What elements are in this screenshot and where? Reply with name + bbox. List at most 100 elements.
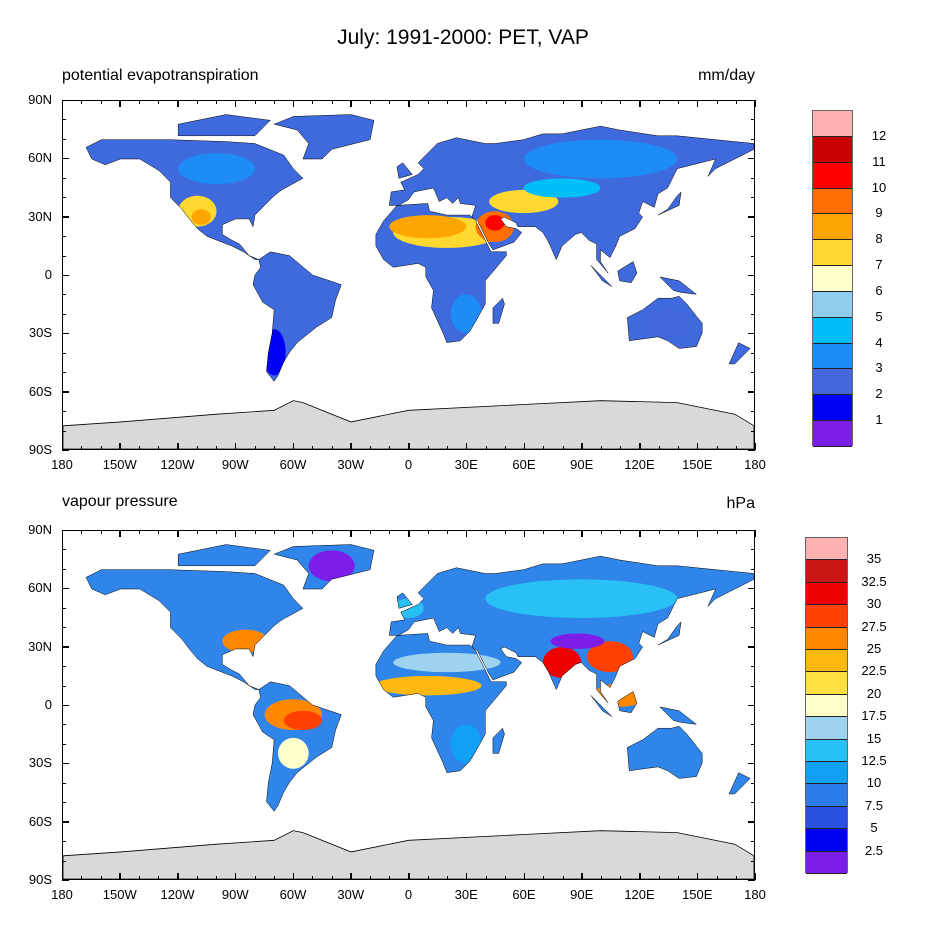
colorbar-label: 7.5 — [864, 797, 884, 813]
minor-tick — [466, 876, 468, 880]
minor-tick — [235, 530, 237, 534]
minor-tick — [751, 763, 755, 765]
colorbar-box — [813, 266, 852, 292]
lon-label: 0 — [404, 887, 413, 902]
field-contour — [308, 550, 355, 582]
greenland-coastline — [274, 545, 374, 589]
minor-tick — [562, 876, 564, 880]
colorbar-box — [806, 538, 847, 561]
colorbar-box — [806, 851, 847, 874]
colorbar-box — [806, 650, 847, 673]
colorbar-label: 12.5 — [861, 753, 887, 768]
minor-tick — [139, 530, 140, 534]
minor-tick — [62, 530, 63, 534]
minor-tick — [62, 627, 66, 629]
colorbar-box — [806, 672, 847, 695]
minor-tick — [62, 450, 66, 451]
panel2-units: hPa — [726, 495, 755, 512]
greenland-coastline — [274, 115, 374, 159]
minor-tick — [427, 530, 429, 534]
minor-tick — [601, 530, 602, 534]
colorbar-box — [806, 806, 847, 830]
new-zealand-coastline — [729, 773, 750, 794]
madagascar-coastline — [493, 728, 505, 753]
minor-tick — [751, 100, 755, 101]
minor-tick — [735, 100, 737, 104]
minor-tick — [158, 530, 160, 534]
colorbar-label: 10 — [866, 775, 882, 791]
minor-tick — [639, 100, 641, 104]
minor-tick — [755, 876, 756, 880]
sumatra-coastline — [591, 265, 612, 286]
minor-tick — [177, 446, 179, 450]
minor-tick — [755, 446, 756, 450]
borneo-coastline — [618, 261, 637, 282]
minor-tick — [504, 876, 506, 880]
minor-tick — [562, 100, 564, 104]
minor-tick — [620, 100, 622, 104]
pet-colorbar — [812, 110, 853, 447]
minor-tick — [504, 446, 506, 450]
minor-tick — [751, 841, 755, 843]
minor-tick — [293, 530, 294, 534]
panel1-units: mm/day — [698, 67, 755, 84]
minor-tick — [658, 530, 660, 534]
japan-coastline — [658, 622, 681, 645]
minor-tick — [751, 724, 755, 726]
vap-colorbar — [805, 537, 848, 874]
colorbar-box — [813, 291, 852, 318]
minor-tick — [119, 876, 121, 880]
minor-tick — [751, 588, 755, 590]
madagascar-fill — [492, 728, 505, 754]
lon-label: 120E — [624, 457, 655, 472]
minor-tick — [177, 100, 179, 104]
minor-tick — [235, 100, 237, 104]
minor-tick — [62, 705, 66, 706]
new-guinea-fill — [659, 276, 697, 295]
field-contour — [283, 710, 323, 731]
lat-label: 60N — [28, 580, 52, 596]
madagascar-fill — [492, 298, 505, 324]
borneo-coastline — [618, 691, 637, 712]
minor-tick — [62, 313, 66, 315]
minor-tick — [716, 446, 718, 450]
minor-tick — [62, 411, 66, 413]
minor-tick — [293, 100, 294, 104]
lat-label: 30N — [28, 208, 52, 224]
minor-tick — [504, 100, 506, 104]
arctic-islands-coastline — [178, 545, 270, 566]
minor-tick — [273, 446, 275, 450]
minor-tick — [678, 530, 679, 534]
minor-tick — [408, 100, 410, 104]
minor-tick — [485, 100, 487, 104]
minor-tick — [716, 530, 718, 534]
map-canvas — [63, 531, 754, 879]
minor-tick — [62, 119, 66, 121]
lon-label: 60W — [279, 457, 307, 472]
minor-tick — [485, 530, 487, 534]
minor-tick — [485, 446, 487, 450]
colorbar-box — [813, 395, 852, 422]
lon-label: 0 — [404, 457, 413, 472]
minor-tick — [524, 876, 525, 880]
colorbar-label: 32.5 — [861, 573, 887, 589]
colorbar-box — [813, 214, 852, 241]
minor-tick — [235, 876, 237, 880]
minor-tick — [158, 100, 160, 104]
minor-tick — [697, 100, 699, 104]
new-zealand-fill — [729, 342, 751, 364]
minor-tick — [408, 446, 410, 450]
map-canvas — [63, 101, 754, 449]
minor-tick — [751, 627, 755, 629]
minor-tick — [331, 446, 333, 450]
minor-tick — [62, 568, 66, 570]
minor-tick — [447, 446, 448, 450]
minor-tick — [81, 446, 83, 450]
colorbar-label: 2 — [875, 386, 883, 402]
minor-tick — [62, 100, 63, 104]
minor-tick — [81, 100, 83, 104]
colorbar-label: 8 — [875, 231, 883, 247]
colorbar-box — [813, 136, 852, 163]
japan-coastline — [658, 192, 681, 215]
minor-tick — [196, 530, 198, 534]
